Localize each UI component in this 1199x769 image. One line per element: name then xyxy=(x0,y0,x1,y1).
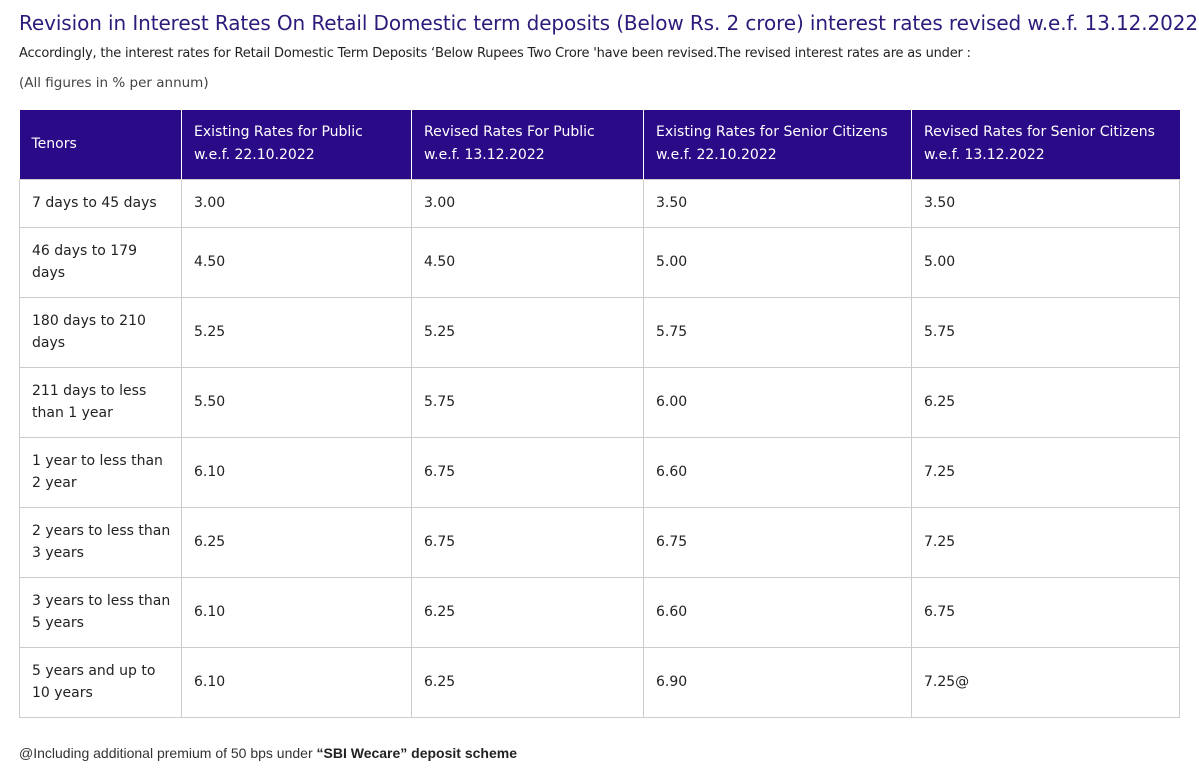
tenor-cell: 5 years and up to 10 years xyxy=(19,646,182,718)
revised-public-cell: 6.25 xyxy=(411,576,644,648)
existing-senior-cell: 6.90 xyxy=(643,646,912,718)
footnote-text: @Including additional premium of 50 bps … xyxy=(19,745,317,761)
interest-rates-table: Tenors Existing Rates for Public w.e.f. … xyxy=(19,110,1180,718)
table-row: 211 days to less than 1 year 5.50 5.75 6… xyxy=(19,366,1180,438)
header-revised-senior: Revised Rates for Senior Citizens w.e.f.… xyxy=(911,110,1180,179)
footnote-scheme-name: “SBI Wecare” deposit scheme xyxy=(316,745,517,761)
existing-senior-cell: 6.60 xyxy=(643,576,912,648)
table-row: 180 days to 210 days 5.25 5.25 5.75 5.75 xyxy=(19,296,1180,368)
existing-senior-cell: 6.00 xyxy=(643,366,912,438)
table-row: 5 years and up to 10 years 6.10 6.25 6.9… xyxy=(19,646,1180,718)
header-label: Existing Rates for Public xyxy=(194,124,363,141)
intro-text: Accordingly, the interest rates for Reta… xyxy=(19,46,971,61)
tenor-cell: 180 days to 210 days xyxy=(19,296,182,368)
tenor-cell: 46 days to 179 days xyxy=(19,226,182,298)
revised-senior-cell: 5.00 xyxy=(911,226,1180,298)
existing-senior-cell: 5.75 xyxy=(643,296,912,368)
header-existing-senior: Existing Rates for Senior Citizens w.e.f… xyxy=(643,110,912,179)
table-header: Tenors Existing Rates for Public w.e.f. … xyxy=(19,110,1180,179)
header-label: Existing Rates for Senior Citizens xyxy=(656,124,888,141)
revised-public-cell: 3.00 xyxy=(411,178,644,228)
existing-public-cell: 6.10 xyxy=(181,436,412,508)
header-date: w.e.f. 13.12.2022 xyxy=(924,147,1045,164)
revised-senior-cell: 3.50 xyxy=(911,178,1180,228)
revised-public-cell: 6.75 xyxy=(411,436,644,508)
tenor-cell: 211 days to less than 1 year xyxy=(19,366,182,438)
revised-senior-cell: 6.75 xyxy=(911,576,1180,648)
header-date: w.e.f. 13.12.2022 xyxy=(424,147,545,164)
tenor-cell: 1 year to less than 2 year xyxy=(19,436,182,508)
existing-public-cell: 3.00 xyxy=(181,178,412,228)
header-label: Revised Rates for Senior Citizens xyxy=(924,124,1155,141)
header-date: w.e.f. 22.10.2022 xyxy=(194,147,315,164)
header-row: Tenors Existing Rates for Public w.e.f. … xyxy=(19,110,1180,179)
header-existing-public: Existing Rates for Public w.e.f. 22.10.2… xyxy=(181,110,412,179)
table-row: 1 year to less than 2 year 6.10 6.75 6.6… xyxy=(19,436,1180,508)
header-date: w.e.f. 22.10.2022 xyxy=(656,147,777,164)
revised-public-cell: 4.50 xyxy=(411,226,644,298)
table-body: 7 days to 45 days 3.00 3.00 3.50 3.50 46… xyxy=(19,178,1180,718)
tenor-cell: 2 years to less than 3 years xyxy=(19,506,182,578)
table-row: 3 years to less than 5 years 6.10 6.25 6… xyxy=(19,576,1180,648)
revised-senior-cell: 7.25 xyxy=(911,436,1180,508)
existing-public-cell: 4.50 xyxy=(181,226,412,298)
existing-senior-cell: 6.75 xyxy=(643,506,912,578)
units-note: (All figures in % per annum) xyxy=(19,75,209,91)
revised-senior-cell: 6.25 xyxy=(911,366,1180,438)
existing-public-cell: 5.50 xyxy=(181,366,412,438)
header-label: Tenors xyxy=(31,135,77,152)
existing-public-cell: 6.10 xyxy=(181,646,412,718)
existing-public-cell: 5.25 xyxy=(181,296,412,368)
existing-senior-cell: 6.60 xyxy=(643,436,912,508)
revised-senior-cell: 7.25@ xyxy=(911,646,1180,718)
table-row: 46 days to 179 days 4.50 4.50 5.00 5.00 xyxy=(19,226,1180,298)
existing-senior-cell: 3.50 xyxy=(643,178,912,228)
revised-senior-cell: 5.75 xyxy=(911,296,1180,368)
header-label: Revised Rates For Public xyxy=(424,124,595,141)
footnote: @Including additional premium of 50 bps … xyxy=(19,743,517,763)
revised-public-cell: 6.25 xyxy=(411,646,644,718)
revised-public-cell: 5.75 xyxy=(411,366,644,438)
tenor-cell: 3 years to less than 5 years xyxy=(19,576,182,648)
revised-senior-cell: 7.25 xyxy=(911,506,1180,578)
existing-public-cell: 6.25 xyxy=(181,506,412,578)
existing-public-cell: 6.10 xyxy=(181,576,412,648)
table-row: 2 years to less than 3 years 6.25 6.75 6… xyxy=(19,506,1180,578)
revised-public-cell: 5.25 xyxy=(411,296,644,368)
tenor-cell: 7 days to 45 days xyxy=(19,178,182,228)
header-revised-public: Revised Rates For Public w.e.f. 13.12.20… xyxy=(411,110,644,179)
page-title: Revision in Interest Rates On Retail Dom… xyxy=(19,11,1199,35)
existing-senior-cell: 5.00 xyxy=(643,226,912,298)
revised-public-cell: 6.75 xyxy=(411,506,644,578)
header-tenors: Tenors xyxy=(19,110,182,179)
table-row: 7 days to 45 days 3.00 3.00 3.50 3.50 xyxy=(19,178,1180,228)
